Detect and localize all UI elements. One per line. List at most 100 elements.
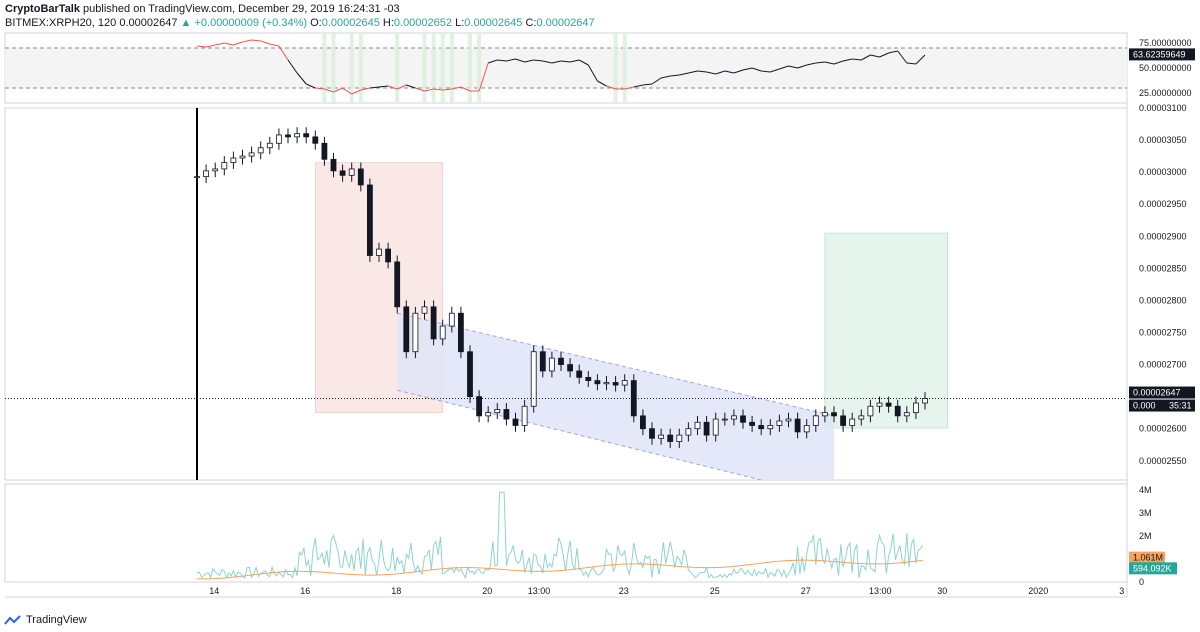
- candle: [776, 420, 783, 426]
- rsi-line-segment: [606, 85, 616, 90]
- time-tick-label: 25: [710, 586, 720, 596]
- time-tick-label: 18: [391, 586, 401, 596]
- rsi-line-segment: [296, 72, 307, 85]
- rsi-line-segment: [351, 89, 362, 95]
- chart-header-line2: BITMEX:XRPH20, 120 0.00002647 ▲ +0.00000…: [5, 17, 595, 29]
- rsi-line-segment: [269, 43, 280, 47]
- rsi-line-segment: [506, 58, 516, 62]
- candle: [913, 402, 919, 414]
- candle: [703, 421, 710, 436]
- rsi-line-segment: [688, 70, 698, 74]
- rsi-line-segment: [287, 59, 298, 74]
- candle: [922, 398, 928, 404]
- high-value: 0.00002652: [393, 17, 453, 29]
- candle: [576, 370, 583, 378]
- time-tick-label: 27: [801, 586, 811, 596]
- rsi-line-segment: [852, 58, 862, 61]
- author-name[interactable]: CryptoBarTalk: [5, 3, 80, 15]
- candle: [448, 312, 455, 327]
- candle: [649, 428, 655, 439]
- rsi-line-segment: [779, 65, 789, 70]
- candle: [412, 312, 419, 353]
- candle: [840, 415, 846, 426]
- rsi-line-segment: [897, 50, 908, 64]
- candle: [831, 412, 837, 417]
- low-label: L:: [455, 17, 465, 29]
- rsi-line-segment: [378, 85, 389, 88]
- rsi-line-segment: [751, 67, 762, 72]
- rsi-line-segment: [342, 87, 352, 95]
- candle: [667, 434, 674, 442]
- rsi-line-segment: [451, 86, 462, 90]
- rsi-line-segment: [224, 42, 234, 46]
- candle: [758, 425, 765, 430]
- rsi-line-segment: [278, 45, 289, 61]
- candle: [712, 418, 719, 436]
- candle: [376, 248, 382, 256]
- tradingview-logo-icon: [4, 615, 21, 625]
- candle: [612, 382, 619, 386]
- rsi-line-segment: [387, 85, 398, 90]
- candle: [894, 405, 901, 417]
- rsi-line-segment: [879, 52, 889, 58]
- rsi-tick-label: 75.00000000: [1139, 38, 1192, 48]
- volume-ma-line: [196, 559, 923, 580]
- rsi-line-segment: [478, 62, 489, 92]
- rsi-line-segment: [706, 71, 716, 75]
- rsi-line-segment: [515, 58, 525, 63]
- candle: [503, 409, 510, 420]
- rsi-signal-bar: [440, 33, 445, 103]
- rsi-band: [5, 48, 1127, 88]
- candle: [903, 412, 910, 417]
- rsi-line-segment: [624, 86, 634, 90]
- rsi-line-segment: [460, 86, 471, 92]
- candle: [194, 176, 200, 179]
- candle: [203, 170, 210, 178]
- brand-name: TradingView: [26, 614, 87, 626]
- candle: [257, 147, 264, 154]
- time-tick-label: 13:00: [528, 586, 551, 596]
- rsi-line-segment: [679, 72, 689, 76]
- candle: [467, 351, 473, 398]
- candle: [239, 155, 246, 159]
- rsi-line-segment: [360, 87, 371, 91]
- candle: [339, 170, 346, 176]
- rsi-signal-bar: [622, 33, 627, 103]
- rsi-line-segment: [742, 67, 753, 71]
- candle: [366, 184, 373, 256]
- rsi-signal-bar: [322, 33, 327, 103]
- rsi-line-segment: [788, 65, 798, 69]
- candle: [731, 415, 737, 420]
- price-tick-label: 0.00003050: [1139, 135, 1187, 145]
- candle: [294, 133, 301, 138]
- candle: [230, 157, 237, 163]
- time-tick-label: 16: [300, 586, 310, 596]
- close-label: C:: [525, 17, 537, 29]
- rsi-line-segment: [196, 45, 207, 48]
- rsi-line-segment: [906, 62, 916, 65]
- rsi-line-segment: [542, 60, 553, 64]
- rsi-line-segment: [697, 70, 707, 73]
- last-price-partial: 0.000: [1133, 401, 1156, 411]
- candle: [640, 415, 646, 430]
- candle: [822, 412, 828, 417]
- rsi-signal-bar: [331, 33, 336, 103]
- candle: [603, 382, 610, 385]
- candle: [885, 402, 892, 407]
- rsi-line-segment: [733, 69, 744, 74]
- price-tick-label: 0.00002950: [1139, 199, 1187, 209]
- rsi-line-segment: [251, 39, 261, 42]
- rsi-signal-bar: [477, 33, 482, 103]
- candle: [348, 168, 355, 176]
- candle: [275, 134, 282, 144]
- candle: [512, 418, 519, 426]
- rsi-line-segment: [406, 84, 416, 89]
- rsi-line-segment: [724, 70, 735, 74]
- symbol-label: BITMEX:XRPH20, 120: [5, 17, 117, 29]
- rsi-line-segment: [442, 88, 452, 91]
- candle: [858, 415, 865, 420]
- rsi-line-segment: [761, 70, 771, 73]
- candle: [321, 142, 328, 160]
- candle: [457, 312, 464, 353]
